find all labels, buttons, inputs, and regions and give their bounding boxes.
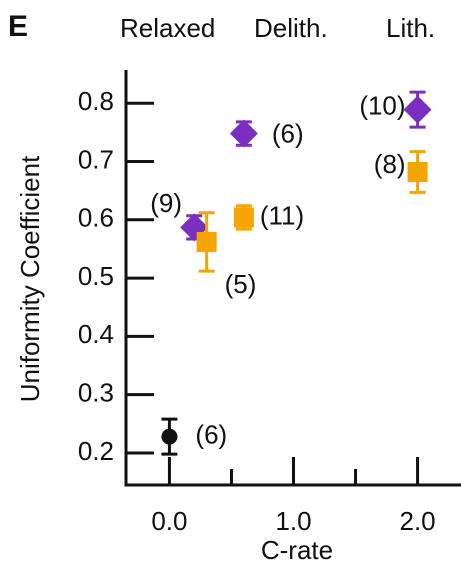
x-tick-label: 0.0 [151, 506, 187, 536]
data-label: (11) [260, 200, 304, 230]
y-tick-label: 0.4 [78, 319, 114, 349]
y-tick-label: 0.7 [78, 144, 114, 174]
data-label: (10) [359, 91, 405, 121]
y-tick-label: 0.6 [78, 203, 114, 233]
legend-entry: Relaxed [120, 13, 215, 43]
x-tick-label: 2.0 [399, 506, 435, 536]
panel-label: E [8, 10, 28, 43]
y-tick-label: 0.5 [78, 261, 114, 291]
x-tick-label: 1.0 [275, 506, 311, 536]
x-axis-label: C-rate [261, 535, 333, 565]
marker [407, 162, 428, 183]
data-label: (6) [195, 419, 227, 449]
y-tick-label: 0.8 [78, 86, 114, 116]
y-tick-label: 0.2 [78, 436, 114, 466]
data-label: (8) [374, 149, 406, 179]
marker [233, 207, 254, 228]
marker [161, 428, 178, 445]
legend-entry: Lith. [386, 13, 435, 43]
legend-entry: Delith. [254, 13, 328, 43]
data-label: (9) [150, 188, 182, 218]
y-axis-label: Uniformity Coefficient [15, 155, 45, 402]
y-tick-label: 0.3 [78, 378, 114, 408]
marker [196, 231, 217, 252]
data-label: (6) [272, 118, 304, 148]
marker [229, 119, 258, 148]
marker [403, 95, 432, 124]
data-label: (5) [225, 269, 257, 299]
